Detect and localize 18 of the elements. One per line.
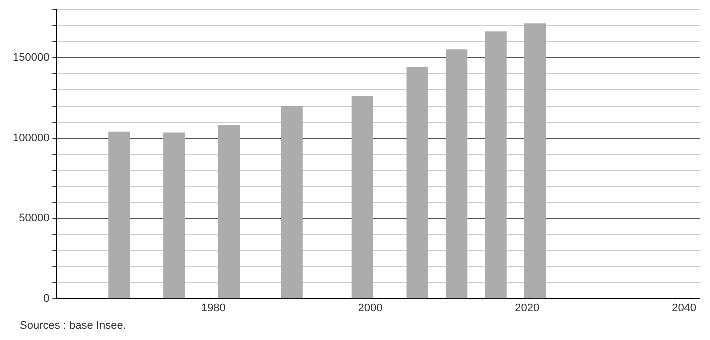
y-tick-label: 150000 xyxy=(12,52,50,64)
bar xyxy=(524,24,546,299)
y-tick-label: 0 xyxy=(44,292,50,305)
x-tick-label: 1980 xyxy=(201,302,226,314)
x-tick-label: 2040 xyxy=(672,302,697,314)
y-tick-label: 100000 xyxy=(12,132,50,144)
bar xyxy=(406,66,428,299)
bar xyxy=(446,50,468,299)
x-tick-label: 2000 xyxy=(358,302,383,314)
y-tick-label: 50000 xyxy=(19,212,50,225)
bar xyxy=(352,96,374,299)
bar xyxy=(218,126,240,299)
bar xyxy=(485,32,507,299)
bar xyxy=(281,106,303,299)
source-note: Sources : base Insee. xyxy=(20,320,126,332)
bar xyxy=(108,132,130,299)
bar xyxy=(164,132,186,299)
x-tick-label: 2020 xyxy=(515,302,540,314)
